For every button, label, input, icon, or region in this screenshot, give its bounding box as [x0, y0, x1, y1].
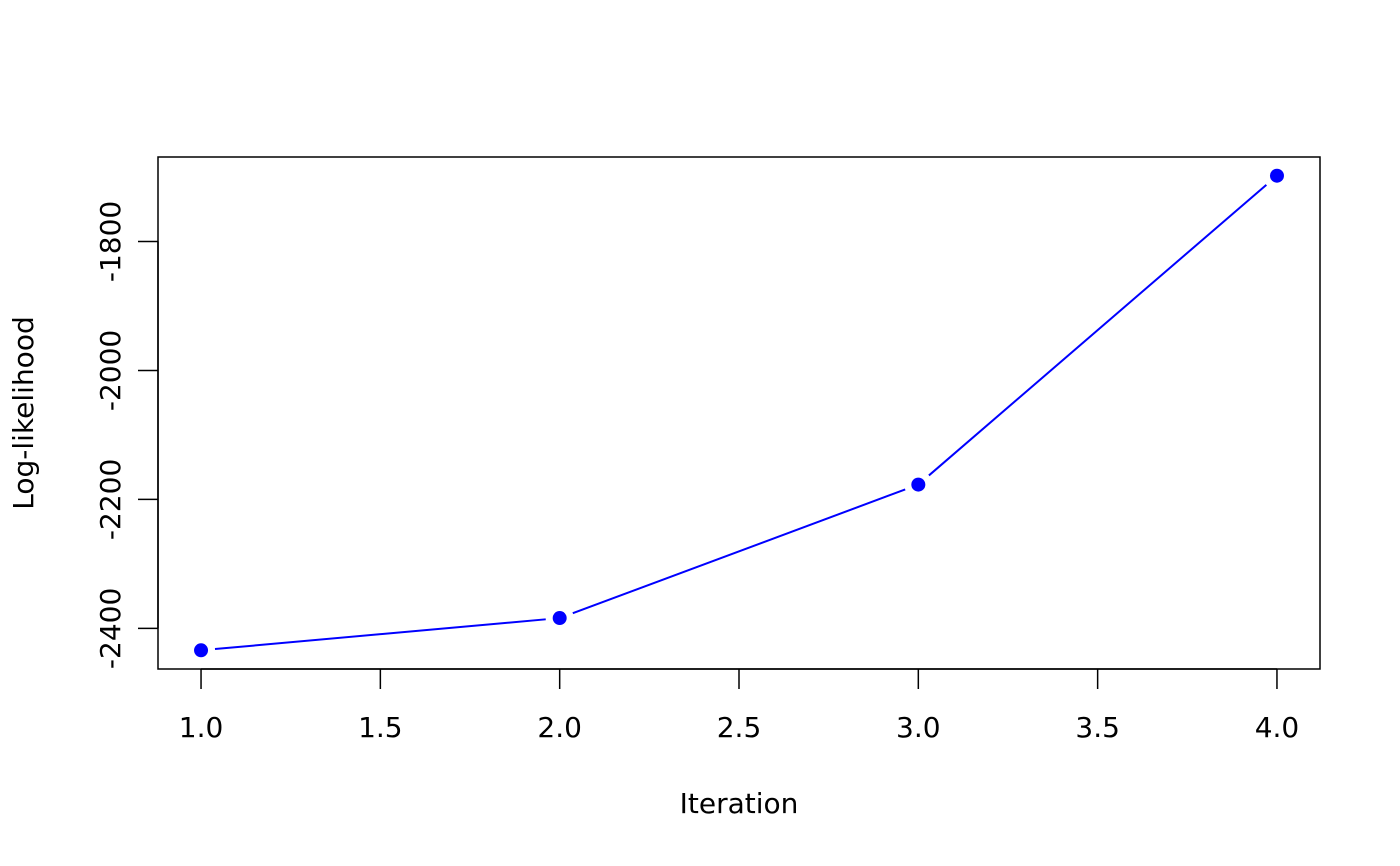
x-tick-label: 2.0	[537, 711, 582, 744]
x-tick-label: 4.0	[1255, 711, 1300, 744]
point	[194, 643, 209, 658]
x-axis-label: Iteration	[680, 787, 799, 820]
y-axis-label: Log-likelihood	[7, 316, 40, 509]
line-segment	[214, 618, 546, 651]
plot-frame	[157, 156, 1321, 670]
x-tick-label: 1.5	[358, 711, 403, 744]
line-segment	[572, 488, 906, 615]
x-tick-label: 2.5	[717, 711, 762, 744]
x-tick-label: 3.5	[1075, 711, 1120, 744]
x-tick-label: 3.0	[896, 711, 941, 744]
point	[911, 477, 926, 492]
point	[552, 611, 567, 626]
y-tick-label: -2400	[94, 588, 127, 669]
y-tick-label: -2200	[94, 459, 127, 540]
y-tick-label: -2000	[94, 330, 127, 411]
x-tick-label: 1.0	[179, 711, 224, 744]
point	[1269, 168, 1284, 183]
line-segment	[928, 184, 1268, 477]
y-tick-label: -1800	[94, 201, 127, 282]
